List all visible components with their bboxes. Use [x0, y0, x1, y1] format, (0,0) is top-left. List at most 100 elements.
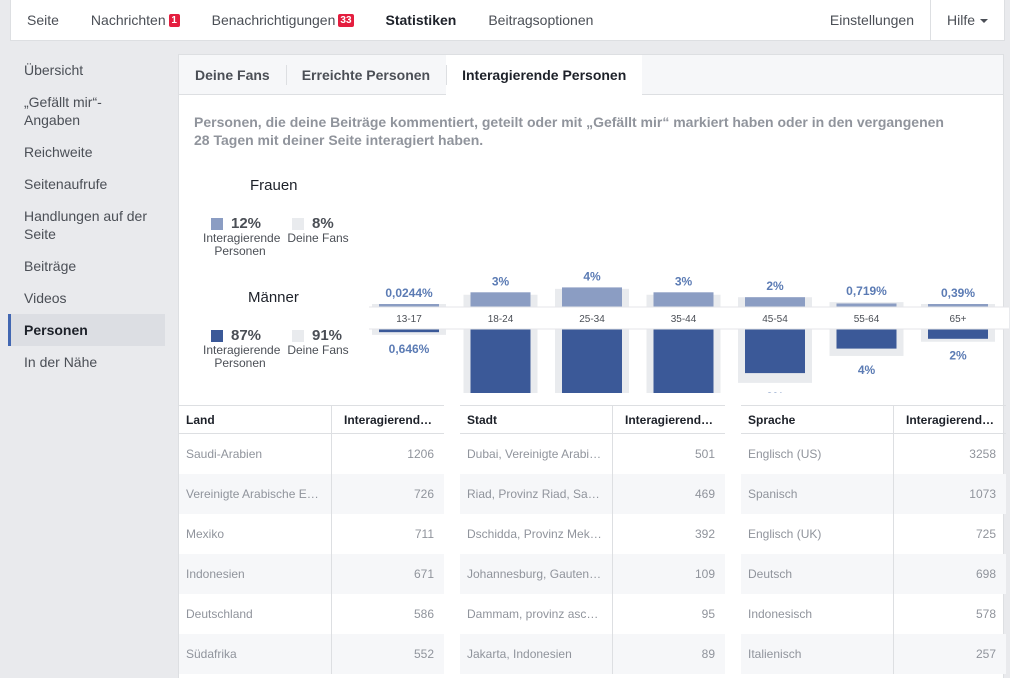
table-row: Indonesien 671 — [179, 554, 444, 594]
table-cell-name: Jakarta, Indonesien — [460, 634, 613, 674]
nav-item-statistiken[interactable]: Statistiken — [370, 0, 473, 40]
table-row: Dammam, provinz asc… 95 — [460, 594, 725, 634]
legend-women-fans-pct: 8% — [312, 215, 334, 232]
legend-men-fans-pct: 91% — [312, 327, 343, 344]
women-data-label: 2% — [766, 279, 784, 293]
legend-men-fans: 91% — [292, 327, 342, 344]
nav-item-nachrichten[interactable]: Nachrichten 1 — [75, 0, 196, 40]
table-row: Dschidda, Provinz Mek… 392 — [460, 514, 725, 554]
table-row: Indonesisch 578 — [741, 594, 1006, 634]
table-cell-value: 3258 — [969, 447, 996, 461]
sidebar-item-uebersicht[interactable]: Übersicht — [24, 62, 84, 78]
tab-erreichte-personen[interactable]: Erreichte Personen — [285, 55, 446, 94]
tab-deine-fans[interactable]: Deine Fans — [195, 66, 270, 83]
nav-item-beitragsoptionen[interactable]: Beitragsoptionen — [472, 0, 609, 40]
legend-men-engaged: 87% — [211, 327, 261, 344]
nav-item-einstellungen[interactable]: Einstellungen — [814, 0, 930, 40]
sidebar-item-seitenaufrufe[interactable]: Seitenaufrufe — [24, 176, 108, 192]
top-navigation: Seite Nachrichten 1 Benachrichtigungen 33 … — [10, 0, 1005, 41]
table-cell-name: Spanisch — [741, 474, 894, 514]
legend-men-engaged-pct: 87% — [231, 327, 262, 344]
table-cell-name: Englisch (US) — [741, 434, 894, 474]
table-cell-value: 95 — [701, 607, 715, 621]
sidebar: Übersicht „Gefällt mir“-Angaben Reichwei… — [8, 54, 165, 378]
age-tick-label: 13-17 — [396, 314, 422, 325]
age-tick-label: 35-44 — [671, 314, 697, 325]
column-header[interactable]: Stadt — [460, 406, 613, 433]
table-cell-value: 109 — [694, 567, 715, 581]
table-cell-value: 1206 — [407, 447, 434, 461]
nav-item-benachrichtigungen[interactable]: Benachrichtigungen 33 — [196, 0, 370, 40]
age-tick-label: 45-54 — [762, 314, 788, 325]
nav-label: Beitragsoptionen — [488, 12, 594, 28]
table-cell-name: Saudi-Arabien — [179, 434, 332, 474]
column-header[interactable]: Interagierend… — [906, 412, 995, 427]
table-cell-value: 469 — [694, 487, 715, 501]
sidebar-item-handlungen[interactable]: Handlungen auf der Seite — [24, 208, 147, 242]
sidebar-item-personen[interactable]: Personen — [8, 314, 165, 346]
legend-men-title: Männer — [248, 289, 299, 306]
country-table: Land Interagierend… Saudi-Arabien 1206 Verei… — [179, 405, 444, 674]
legend-women-title: Frauen — [250, 177, 298, 194]
legend-women-fans: 8% — [292, 215, 334, 232]
fans-swatch — [292, 329, 304, 342]
table-cell-name: Dubai, Vereinigte Arabi… — [460, 434, 613, 474]
age-tick-label: 25-34 — [579, 314, 605, 325]
table-header: Stadt Interagierend… — [460, 405, 725, 434]
table-header: Land Interagierend… — [179, 405, 444, 434]
sidebar-item-videos[interactable]: Videos — [24, 290, 67, 306]
table-cell-name: Südafrika — [179, 634, 332, 674]
sidebar-item-beitraege[interactable]: Beiträge — [24, 258, 77, 274]
nav-item-hilfe[interactable]: Hilfe — [931, 0, 1004, 40]
women-bar — [379, 304, 439, 307]
nav-label: Hilfe — [946, 12, 975, 28]
men-bar — [470, 329, 531, 393]
table-cell-name: Englisch (UK) — [741, 514, 894, 554]
women-bar — [836, 303, 897, 307]
column-header[interactable]: Interagierend… — [344, 412, 433, 427]
table-row: Italienisch 257 — [741, 634, 1006, 674]
legend-fans-label: Deine Fans — [287, 231, 349, 245]
column-header[interactable]: Land — [179, 406, 332, 433]
table-row: Englisch (UK) 725 — [741, 514, 1006, 554]
table-row: Jakarta, Indonesien 89 — [460, 634, 725, 674]
sidebar-item-gefaellt-mir[interactable]: „Gefällt mir“-Angaben — [24, 94, 102, 128]
men-data-label: 9% — [766, 390, 784, 393]
table-cell-name: Indonesien — [179, 554, 332, 594]
nav-label: Statistiken — [385, 12, 457, 28]
description-text: Personen, die deine Beiträge kommentiert… — [194, 114, 944, 148]
table-cell-value: 586 — [413, 607, 434, 621]
women-data-label: 3% — [492, 274, 510, 288]
women-swatch — [211, 217, 223, 230]
men-data-label: 4% — [858, 363, 876, 377]
column-header[interactable]: Sprache — [741, 406, 894, 433]
sidebar-item-in-der-naehe[interactable]: In der Nähe — [24, 354, 98, 370]
table-cell-name: Dschidda, Provinz Mek… — [460, 514, 613, 554]
notification-badge: 33 — [338, 13, 354, 27]
nav-divider — [929, 0, 931, 40]
table-cell-name: Vereinigte Arabische E… — [179, 474, 332, 514]
women-bar — [745, 297, 805, 307]
table-cell-value: 501 — [694, 447, 715, 461]
men-bar — [928, 329, 988, 339]
table-row: Mexiko 711 — [179, 514, 444, 554]
men-data-label: 0,646% — [389, 342, 430, 356]
table-cell-value: 725 — [975, 527, 996, 541]
notification-badge: 1 — [168, 13, 180, 27]
column-header[interactable]: Interagierend… — [625, 412, 714, 427]
table-row: Deutsch 698 — [741, 554, 1006, 594]
women-data-label: 0,719% — [846, 284, 887, 298]
legend-engaged-label: Interagierende Personen — [203, 343, 281, 370]
men-bar — [562, 329, 622, 393]
men-bar — [836, 329, 897, 349]
women-bar — [562, 287, 622, 307]
age-tick-label: 18-24 — [488, 314, 514, 325]
axis-band — [369, 307, 1009, 329]
tab-interagierende-personen[interactable]: Interagierende Personen — [446, 54, 643, 96]
women-bar — [928, 304, 988, 307]
table-cell-name: Deutsch — [741, 554, 894, 594]
nav-item-seite[interactable]: Seite — [11, 0, 75, 40]
legend-women-engaged-pct: 12% — [231, 215, 262, 232]
sidebar-item-reichweite[interactable]: Reichweite — [24, 144, 93, 160]
men-swatch — [211, 329, 223, 342]
